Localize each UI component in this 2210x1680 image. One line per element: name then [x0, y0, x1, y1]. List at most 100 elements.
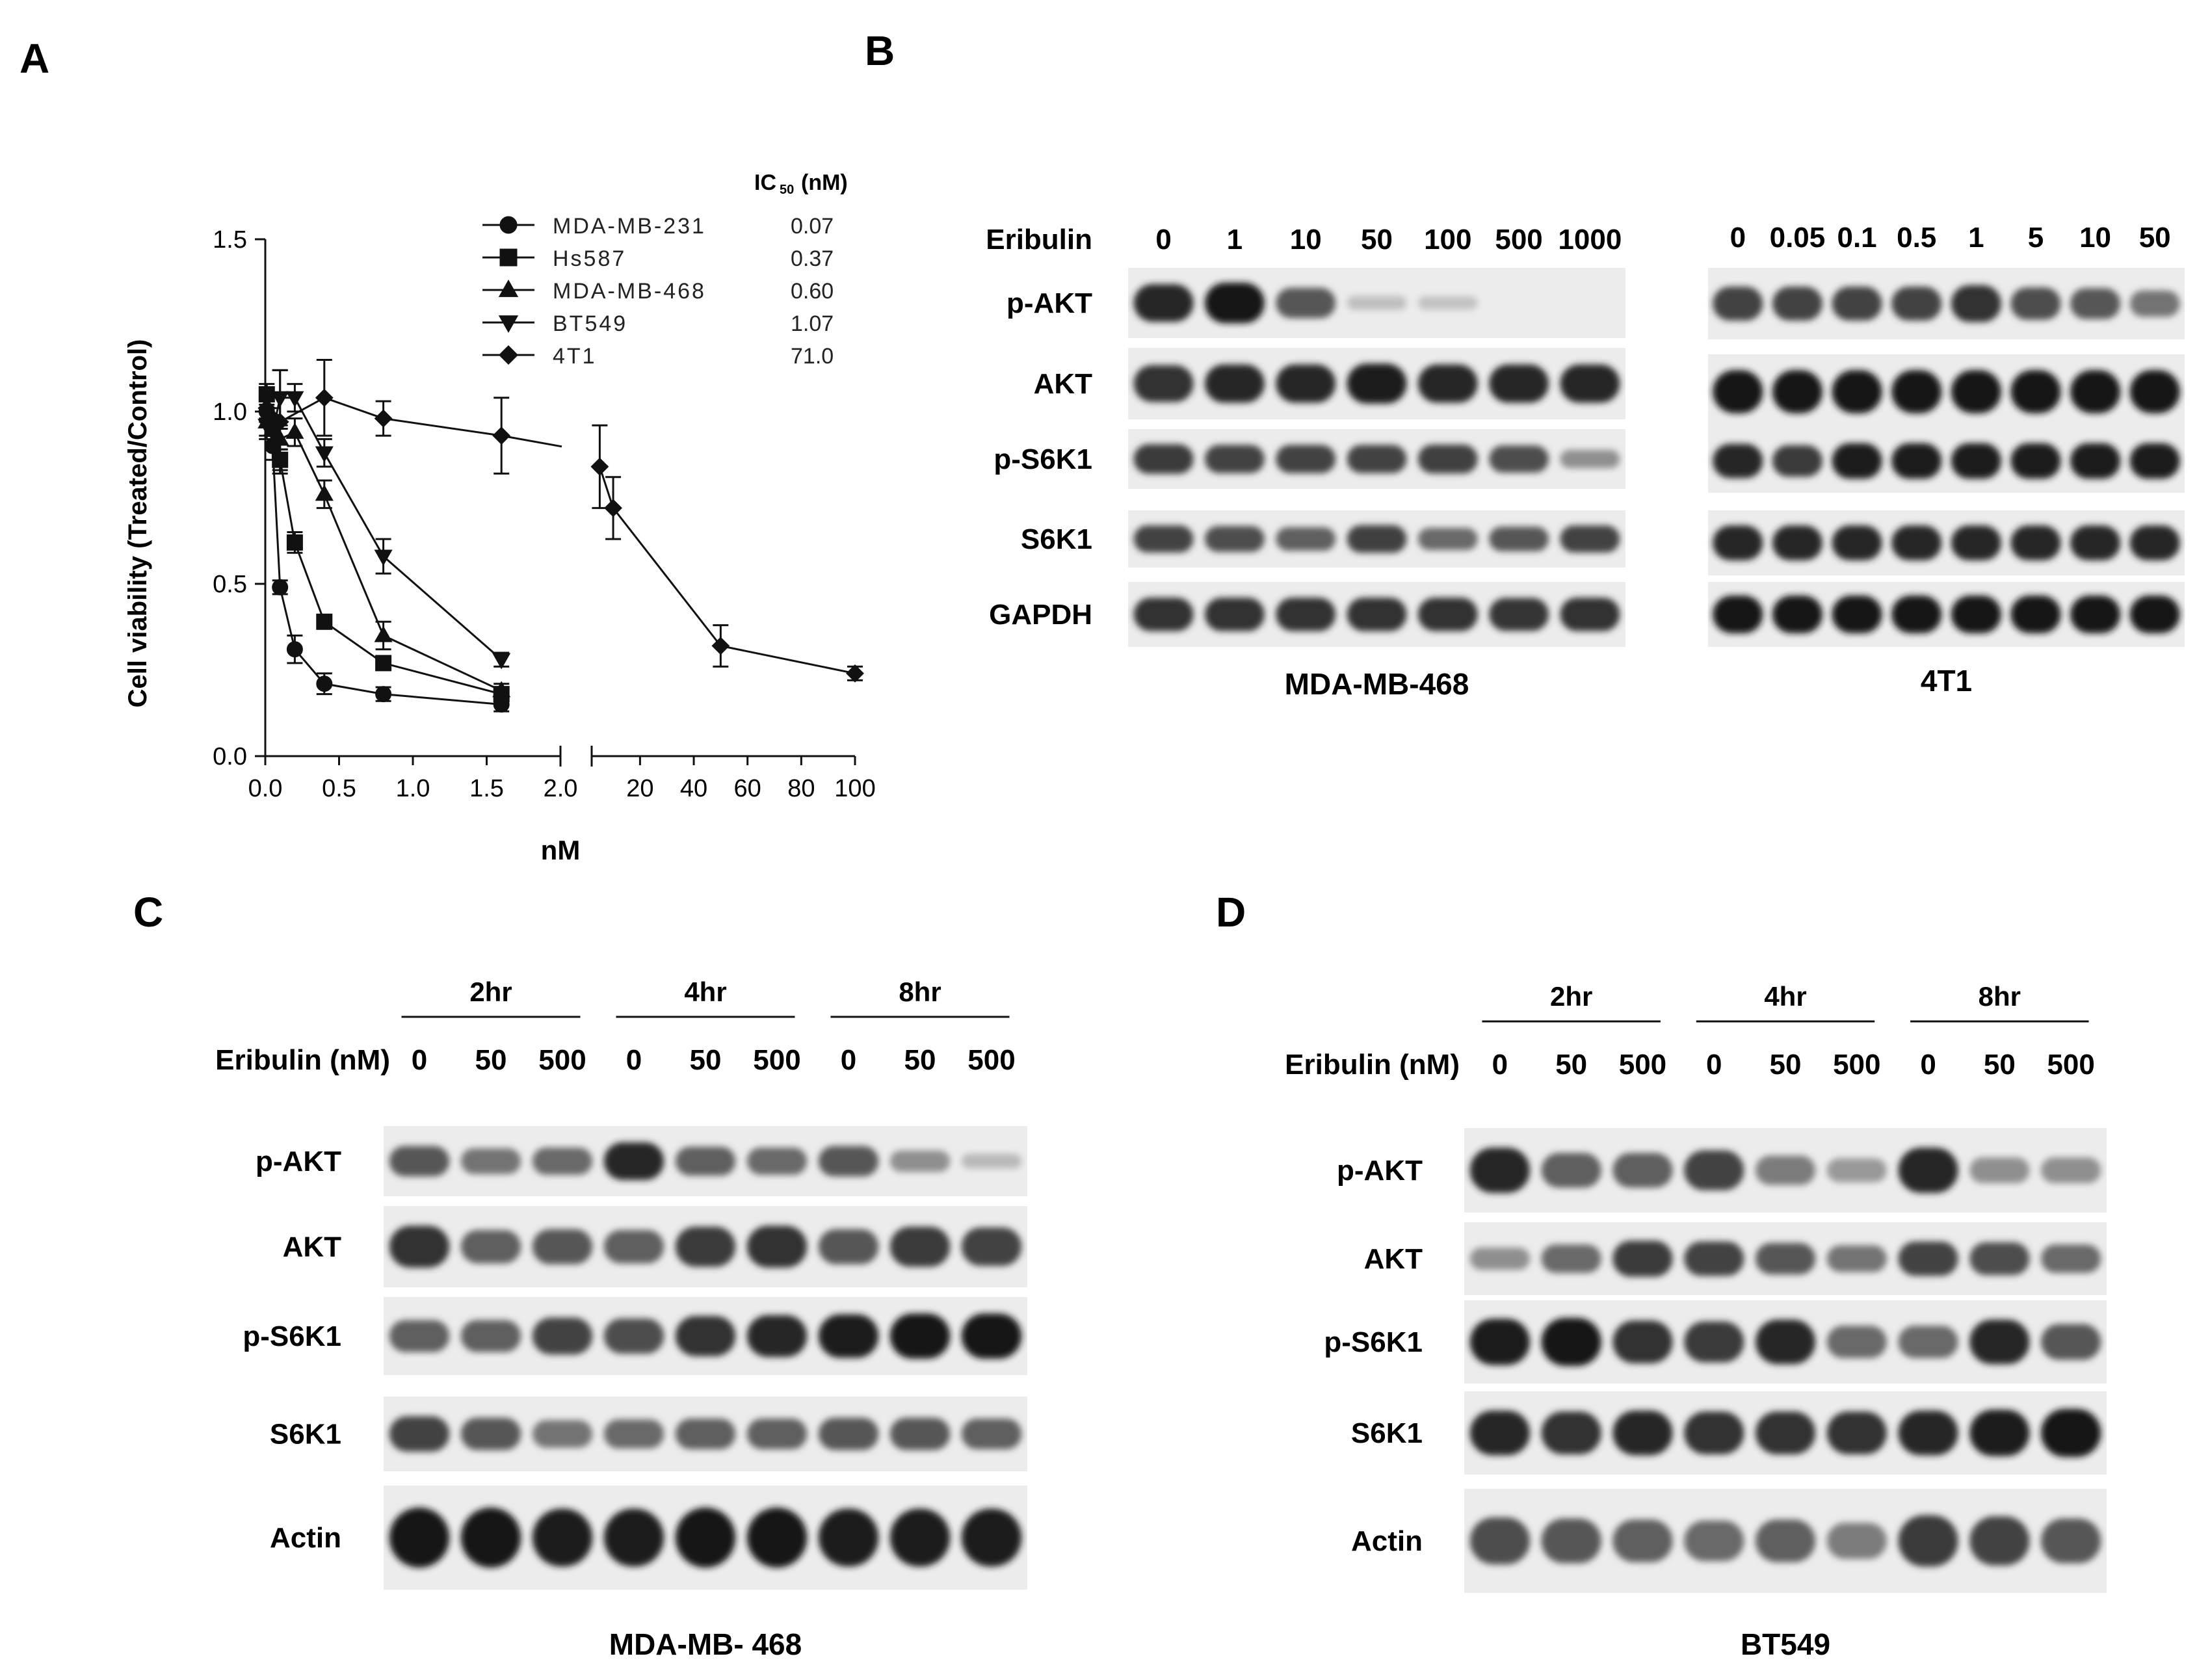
blot-band	[1891, 525, 1942, 560]
blot-row-label: AKT	[283, 1231, 342, 1263]
data-point	[286, 534, 303, 551]
cell-line-label: MDA-MB-468	[1285, 667, 1469, 701]
blot-band	[675, 1418, 736, 1450]
lane-label: 0	[841, 1044, 856, 1076]
legend-entry-ic50: 0.37	[791, 246, 834, 271]
blot-band	[1772, 286, 1822, 321]
blot-band	[603, 1508, 664, 1567]
blot-bands	[1713, 525, 2180, 560]
blot-band	[2129, 525, 2180, 560]
blot-band	[1969, 1319, 2030, 1365]
data-point	[272, 579, 289, 596]
blot-band	[2129, 290, 2180, 317]
series-4t1	[257, 359, 864, 683]
blot-band	[818, 1508, 879, 1567]
blot-band	[1612, 1320, 1673, 1364]
data-point	[374, 549, 393, 566]
blot-band	[1713, 525, 1763, 560]
blot-band	[1560, 364, 1620, 403]
blot-band	[1133, 597, 1194, 631]
blot-band	[1826, 1326, 1887, 1358]
legend-entry-name: MDA-MB-231	[553, 214, 706, 239]
blot-band	[1684, 1321, 1744, 1363]
blot-band	[1541, 1244, 1601, 1273]
blot-band	[1755, 1319, 1816, 1365]
data-point	[498, 345, 519, 365]
blot-band	[2041, 1408, 2101, 1458]
blot-row-label: S6K1	[1351, 1417, 1423, 1449]
time-group-label: 8hr	[899, 977, 941, 1007]
lane-label: 0	[412, 1044, 427, 1076]
blot-bands	[389, 1142, 1022, 1180]
lane-label: 1000	[1558, 224, 1622, 256]
blot-band	[532, 1508, 593, 1567]
blot-bands	[1133, 282, 1478, 324]
lane-label: 50	[690, 1044, 722, 1076]
blot-band	[1612, 1240, 1673, 1277]
blot-band	[1826, 1245, 1887, 1272]
data-point	[498, 315, 519, 333]
blot-band	[1417, 364, 1478, 403]
legend-entry-name: MDA-MB-468	[553, 279, 706, 304]
blot-band	[1951, 596, 2001, 633]
blot-band	[1489, 526, 1549, 552]
blot-band	[1898, 1326, 1958, 1358]
blot-row-label: Actin	[270, 1522, 341, 1554]
x-tick-label: 2.0	[544, 775, 578, 802]
blot-row-label: AKT	[1034, 368, 1093, 400]
lane-label: 0	[1920, 1049, 1936, 1081]
x-tick-label: 80	[787, 775, 815, 802]
blot-bands	[1133, 597, 1620, 631]
y-tick-label: 1.0	[213, 399, 247, 426]
blot-band	[1133, 525, 1194, 553]
blot-bands	[1713, 370, 2180, 413]
data-point	[590, 457, 609, 476]
blot-band	[1891, 443, 1942, 479]
blot-band	[1541, 1317, 1601, 1367]
ic50-header-unit: (nM)	[801, 170, 848, 195]
blot-bands	[389, 1313, 1022, 1359]
blot-band	[1469, 1319, 1530, 1365]
viability-chart: 0.0 0.5 1.0 1.5 0.0 0.5 1.0 1.5 2.0 20 40 60 80 100 C…	[124, 170, 876, 865]
blot-band	[2041, 1518, 2101, 1564]
blot-band	[1684, 1520, 1744, 1562]
blot-band	[1276, 364, 1336, 403]
time-group-label: 2hr	[469, 977, 512, 1007]
lane-label: 50	[1770, 1049, 1802, 1081]
blot-band	[1772, 596, 1822, 633]
data-point	[492, 681, 511, 698]
blot-band	[1891, 370, 1942, 413]
panel-label-b: B	[865, 27, 895, 74]
data-point	[375, 686, 392, 703]
blot-band	[889, 1226, 951, 1267]
blot-band	[818, 1146, 879, 1177]
blot-band	[2070, 370, 2121, 413]
blot-band	[1898, 1241, 1958, 1276]
blot-band	[1951, 370, 2001, 413]
blot-bands	[1469, 1317, 2101, 1367]
blot-band	[460, 1229, 521, 1264]
data-point	[316, 676, 333, 692]
lane-label: 0.05	[1770, 222, 1826, 254]
time-group-label: 4hr	[684, 977, 726, 1007]
blot-band	[1772, 525, 1822, 560]
time-group-label: 4hr	[1764, 981, 1806, 1012]
blot-band	[1713, 286, 1763, 321]
blot-bands	[1133, 363, 1620, 404]
blot-band	[603, 1318, 664, 1354]
blot-band	[2041, 1157, 2101, 1183]
blot-band	[1133, 444, 1194, 474]
chart-series	[257, 359, 864, 713]
data-point	[374, 625, 393, 642]
blot-row-label: p-AKT	[1006, 287, 1092, 319]
lane-label: 10	[1290, 224, 1322, 256]
blot-band	[1969, 1242, 2030, 1276]
blot-band	[1417, 444, 1478, 474]
blot-band	[2010, 443, 2061, 479]
blot-band	[746, 1147, 808, 1175]
blot-band	[818, 1229, 879, 1265]
blot-bands	[389, 1507, 1022, 1568]
blot-band	[2010, 370, 2061, 413]
data-point	[499, 216, 518, 234]
blot-band	[1347, 597, 1407, 631]
